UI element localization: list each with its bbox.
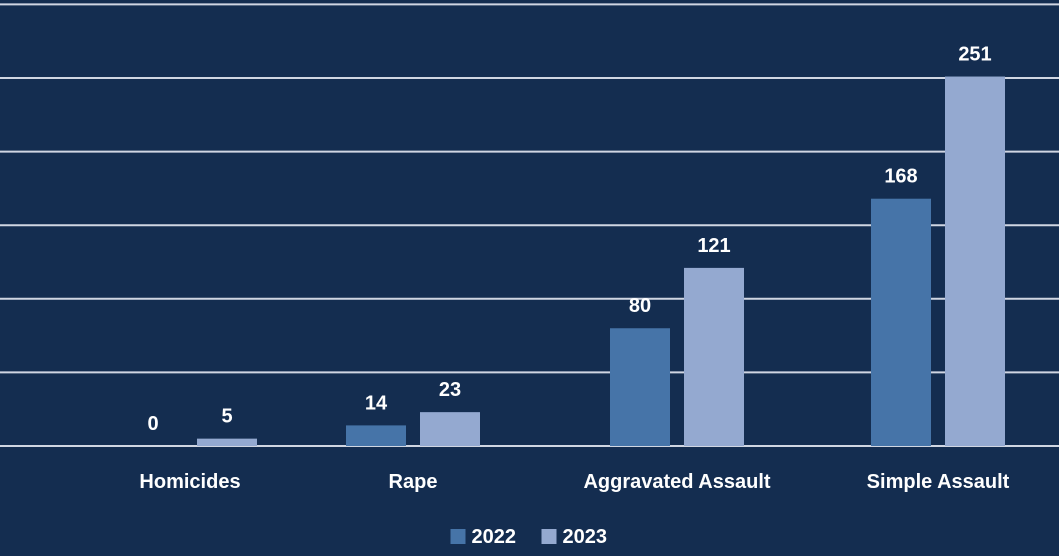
x-tick-label: Aggravated Assault [583, 471, 770, 493]
gridlines [0, 3, 1059, 447]
bar-simple-assault-2022 [871, 198, 931, 446]
bar-rape-2022 [346, 425, 406, 446]
x-tick-label: Simple Assault [867, 471, 1010, 493]
legend: 2022 2023 [450, 526, 608, 548]
data-label-rape-2023: 23 [439, 379, 461, 401]
data-label-rape-2022: 14 [365, 392, 388, 414]
data-label-homicides-2023: 5 [221, 406, 232, 428]
legend-label-2022: 2022 [472, 526, 517, 548]
data-label-simple-assault-2023: 251 [958, 44, 991, 66]
data-label-simple-assault-2022: 168 [884, 166, 917, 188]
legend-swatch-2023 [541, 529, 557, 544]
legend-swatch-2022 [450, 529, 466, 544]
bars [197, 76, 1005, 446]
bar-rape-2023 [420, 412, 480, 446]
bar-homicides-2023 [197, 438, 257, 446]
data-label-homicides-2022: 0 [147, 413, 158, 435]
data-label-aggravated-assault-2022: 80 [629, 295, 651, 317]
bar-simple-assault-2023 [945, 76, 1005, 446]
bar-aggravated-assault-2023 [684, 267, 744, 446]
x-tick-label: Rape [389, 471, 438, 493]
bar-aggravated-assault-2022 [610, 328, 670, 446]
data-label-aggravated-assault-2023: 121 [697, 235, 730, 257]
data-labels: 0 5 14 23 80 121 168 251 [147, 44, 991, 435]
x-tick-label: Homicides [139, 471, 240, 493]
legend-label-2023: 2023 [563, 526, 608, 548]
x-axis-tick-labels: Homicides Rape Aggravated Assault Simple As… [139, 471, 1009, 493]
